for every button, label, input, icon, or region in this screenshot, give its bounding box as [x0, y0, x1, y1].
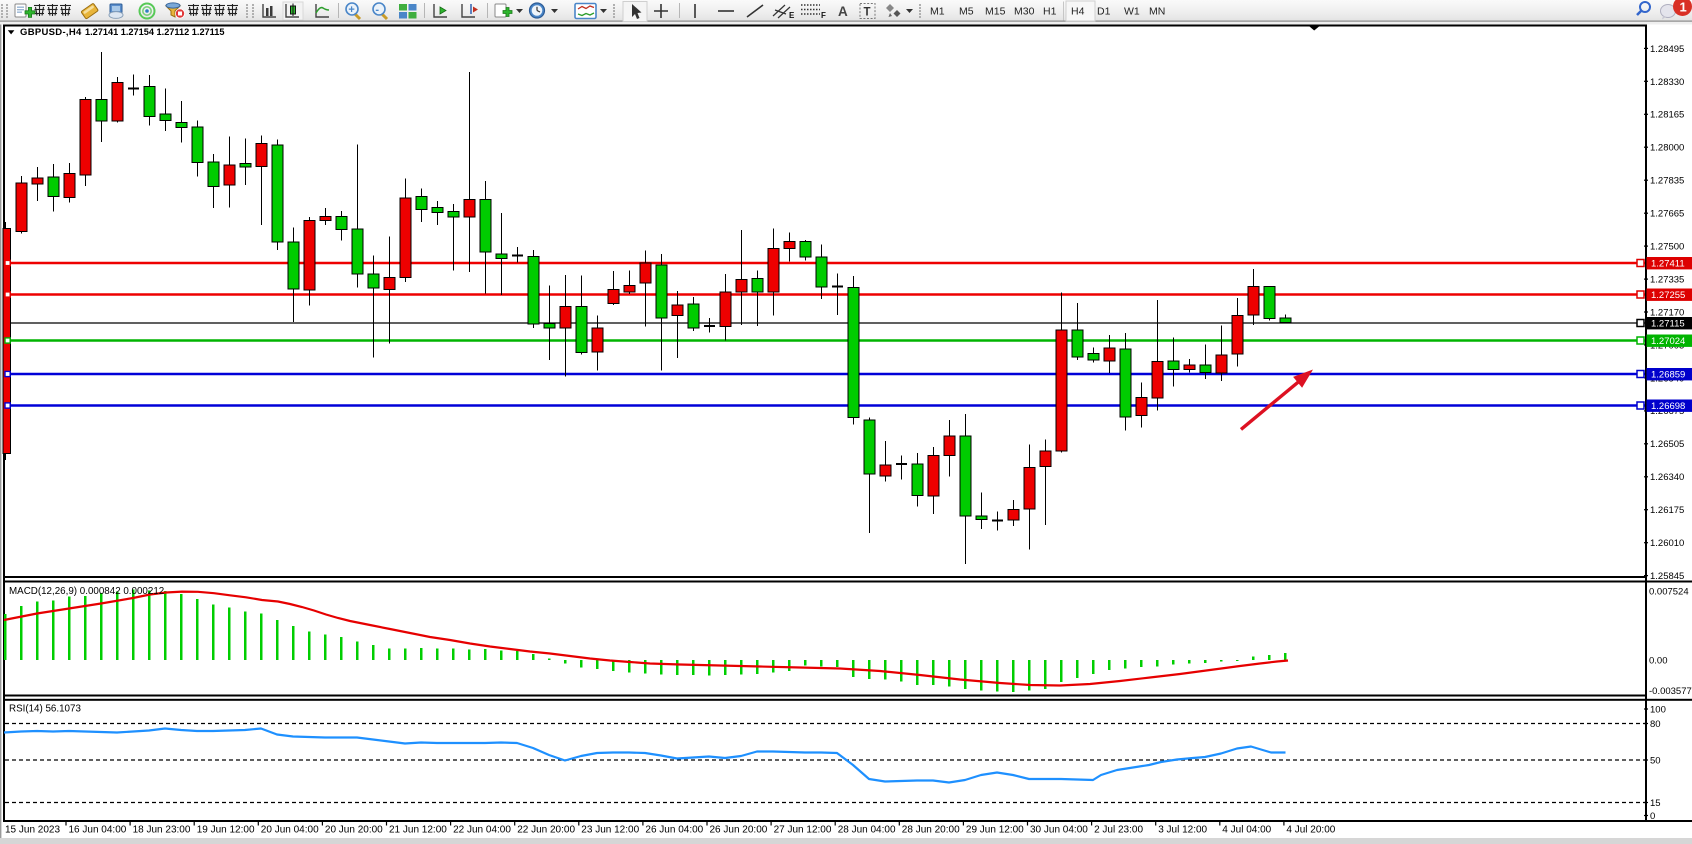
svg-text:M5: M5	[959, 6, 974, 18]
svg-text:26 Jun 04:00: 26 Jun 04:00	[645, 825, 703, 836]
svg-text:20 Jun 20:00: 20 Jun 20:00	[325, 825, 383, 836]
svg-text:H1: H1	[1043, 6, 1057, 18]
svg-text:1.27335: 1.27335	[1650, 274, 1684, 285]
svg-text:0: 0	[1650, 811, 1655, 822]
svg-text:H4: H4	[1071, 6, 1085, 18]
svg-text:M30: M30	[1014, 6, 1035, 18]
svg-text:4 Jul 20:00: 4 Jul 20:00	[1286, 825, 1335, 836]
svg-text:1.28495: 1.28495	[1650, 44, 1684, 55]
svg-text:21 Jun 12:00: 21 Jun 12:00	[389, 825, 447, 836]
svg-text:1: 1	[1680, 0, 1687, 15]
svg-text:W1: W1	[1124, 6, 1140, 18]
svg-text:1.27170: 1.27170	[1650, 307, 1684, 318]
svg-text:M1: M1	[930, 6, 945, 18]
svg-text:RSI(14) 56.1073: RSI(14) 56.1073	[9, 704, 81, 715]
svg-text:26 Jun 20:00: 26 Jun 20:00	[710, 825, 768, 836]
svg-text:1.27500: 1.27500	[1650, 242, 1684, 253]
svg-text:30 Jun 04:00: 30 Jun 04:00	[1030, 825, 1088, 836]
svg-text:28 Jun 04:00: 28 Jun 04:00	[838, 825, 896, 836]
svg-text:2 Jul 23:00: 2 Jul 23:00	[1094, 825, 1143, 836]
svg-text:27 Jun 12:00: 27 Jun 12:00	[774, 825, 832, 836]
svg-text:50: 50	[1650, 755, 1661, 766]
svg-text:29 Jun 12:00: 29 Jun 12:00	[966, 825, 1024, 836]
svg-text:28 Jun 20:00: 28 Jun 20:00	[902, 825, 960, 836]
svg-text:1.26505: 1.26505	[1650, 439, 1684, 450]
svg-text:19 Jun 12:00: 19 Jun 12:00	[197, 825, 255, 836]
svg-text:0.00: 0.00	[1649, 655, 1668, 666]
svg-text:1.26175: 1.26175	[1650, 505, 1684, 516]
svg-text:-: -	[375, 4, 379, 16]
svg-text:1.27665: 1.27665	[1650, 209, 1684, 220]
svg-text:1.28330: 1.28330	[1650, 77, 1684, 88]
svg-text:T: T	[864, 7, 871, 19]
svg-text:1.26340: 1.26340	[1650, 472, 1684, 483]
svg-text:F: F	[821, 11, 826, 20]
svg-text:D1: D1	[1097, 6, 1111, 18]
svg-text:1.26010: 1.26010	[1650, 538, 1684, 549]
svg-text:15: 15	[1650, 798, 1661, 809]
svg-text:MACD(12,26,9) 0.000842 0.00021: MACD(12,26,9) 0.000842 0.000212	[9, 586, 164, 597]
svg-text:80: 80	[1650, 719, 1661, 730]
svg-text:22 Jun 04:00: 22 Jun 04:00	[453, 825, 511, 836]
svg-text:100: 100	[1650, 704, 1666, 715]
svg-text:15 Jun 2023: 15 Jun 2023	[5, 825, 60, 836]
svg-text:1.26698: 1.26698	[1651, 401, 1685, 412]
svg-text:1.28165: 1.28165	[1650, 110, 1684, 121]
svg-text:3 Jul 12:00: 3 Jul 12:00	[1158, 825, 1207, 836]
svg-text:+: +	[348, 4, 354, 16]
svg-text:1.28000: 1.28000	[1650, 143, 1684, 154]
svg-text:0.007524: 0.007524	[1649, 586, 1689, 597]
svg-text:22 Jun 20:00: 22 Jun 20:00	[517, 825, 575, 836]
svg-text:1.27115: 1.27115	[1651, 319, 1685, 330]
svg-text:E: E	[789, 11, 795, 20]
svg-text:-0.003577: -0.003577	[1649, 686, 1692, 697]
svg-text:16 Jun 04:00: 16 Jun 04:00	[69, 825, 127, 836]
svg-text:1.27141 1.27154 1.27112 1.2711: 1.27141 1.27154 1.27112 1.27115	[85, 27, 225, 37]
svg-text:18 Jun 23:00: 18 Jun 23:00	[133, 825, 191, 836]
svg-text:MN: MN	[1149, 6, 1165, 18]
svg-text:1.27255: 1.27255	[1651, 290, 1685, 301]
svg-text:GBPUSD-,H4: GBPUSD-,H4	[20, 27, 82, 38]
svg-text:23 Jun 12:00: 23 Jun 12:00	[581, 825, 639, 836]
svg-text:1.25845: 1.25845	[1650, 571, 1684, 582]
svg-text:1.27411: 1.27411	[1651, 259, 1685, 270]
svg-text:4 Jul 04:00: 4 Jul 04:00	[1222, 825, 1271, 836]
svg-text:1.27835: 1.27835	[1650, 176, 1684, 187]
svg-text:A: A	[838, 4, 848, 19]
svg-text:20 Jun 04:00: 20 Jun 04:00	[261, 825, 319, 836]
svg-text:1.26859: 1.26859	[1651, 370, 1685, 381]
svg-text:M15: M15	[985, 6, 1006, 18]
svg-text:1.27024: 1.27024	[1651, 336, 1685, 347]
